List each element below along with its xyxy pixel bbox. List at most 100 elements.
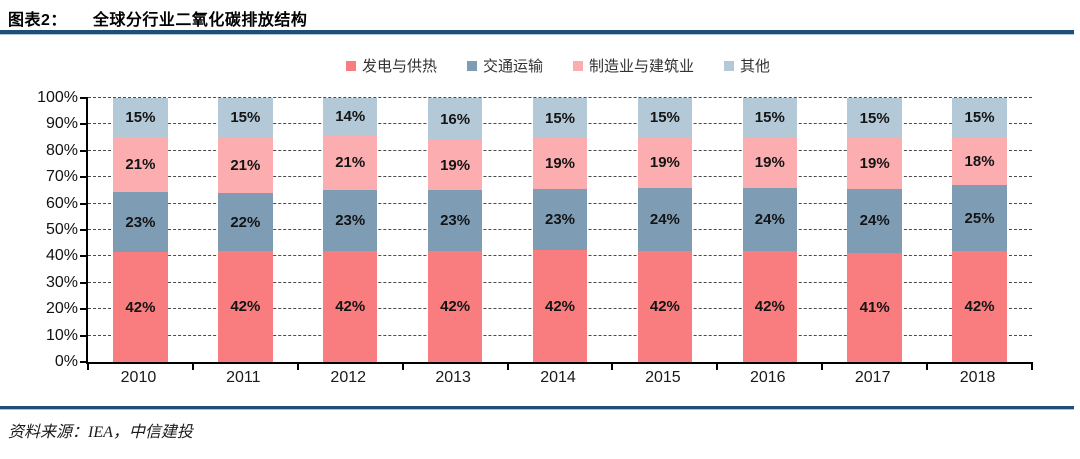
bar-segment: 15%	[742, 98, 798, 138]
legend-label: 交通运输	[482, 58, 543, 75]
legend-item: 其他	[724, 55, 770, 76]
bar-segment: 19%	[532, 138, 588, 189]
legend-label: 其他	[740, 58, 771, 75]
data-label: 42%	[125, 298, 156, 316]
legend-swatch-icon	[724, 60, 735, 71]
bar-segment: 41%	[847, 252, 902, 362]
stacked-bar-2016: 42% 24% 19% 15%	[742, 98, 798, 362]
data-label: 23%	[335, 212, 366, 230]
data-label: 42%	[754, 298, 785, 316]
y-axis-tick-label: 60%	[45, 194, 78, 212]
x-axis-tick-label: 2013	[435, 369, 471, 386]
legend-label: 制造业与建筑业	[589, 58, 695, 75]
y-axis-tick-label: 100%	[37, 89, 78, 106]
legend-item: 交通运输	[466, 55, 543, 76]
data-label: 23%	[544, 210, 576, 228]
legend-item: 制造业与建筑业	[573, 55, 694, 76]
bar-segment: 42%	[952, 251, 1007, 362]
bar-category-2017: 41% 24% 19% 15%	[822, 98, 927, 362]
bar-segment: 15%	[847, 98, 902, 139]
source-note: 资料来源：IEA，中信建投	[8, 424, 193, 441]
bar-segment: 22%	[218, 193, 273, 252]
bar-segment: 15%	[952, 98, 1007, 138]
bar-segment: 23%	[427, 190, 483, 252]
y-axis-tick-label: 0%	[54, 353, 78, 370]
y-axis: 0% 10% 20% 30% 40% 50% 60% 70% 80% 90% 100%	[0, 89, 78, 370]
bar-segment: 42%	[637, 251, 693, 362]
bar-category-2015: 42% 24% 19% 15%	[612, 98, 717, 362]
data-label: 24%	[859, 212, 890, 230]
x-axis-tick-mark	[506, 362, 509, 370]
data-label: 42%	[230, 298, 261, 316]
y-axis-tick-mark	[80, 281, 88, 284]
legend-swatch-icon	[466, 60, 477, 71]
bar-segment: 19%	[427, 140, 483, 191]
plot-area: 42% 23% 21% 15% 42% 22% 21% 15% 42% 23% 21% 14% 42% 2…	[80, 97, 1033, 370]
data-label: 15%	[125, 109, 156, 127]
data-label: 21%	[230, 156, 261, 174]
y-axis-tick-mark	[80, 149, 88, 152]
data-label: 24%	[649, 210, 680, 228]
data-label: 19%	[754, 154, 785, 172]
data-label: 15%	[754, 109, 785, 127]
data-label: 42%	[335, 298, 366, 316]
stacked-bar-2014: 42% 23% 19% 15%	[532, 98, 588, 362]
bar-segment: 16%	[427, 98, 483, 141]
bar-category-2018: 42% 25% 18% 15%	[927, 98, 1032, 362]
x-axis-tick-mark	[926, 362, 929, 370]
bar-segment: 24%	[847, 188, 902, 253]
data-label: 23%	[125, 213, 156, 231]
footer-divider	[0, 406, 1074, 410]
stacked-bar-2012: 42% 23% 21% 14%	[322, 98, 378, 362]
x-axis-tick-label: 2012	[330, 369, 367, 386]
data-label: 15%	[859, 109, 890, 127]
bar-category-2016: 42% 24% 19% 15%	[717, 98, 822, 362]
header-divider	[0, 30, 1074, 35]
data-label: 23%	[440, 212, 471, 230]
y-axis-tick-label: 30%	[45, 273, 78, 291]
bar-segment: 14%	[322, 98, 378, 135]
legend-item: 发电与供热	[345, 55, 437, 76]
x-axis-tick-label: 2017	[854, 369, 891, 386]
y-axis-tick-mark	[80, 334, 88, 337]
y-axis-tick-mark	[80, 361, 88, 363]
data-label: 15%	[230, 109, 261, 127]
chart-title: 图表2： 全球分行业二氧化碳排放结构	[8, 6, 307, 30]
bar-segment: 19%	[742, 137, 798, 188]
y-axis-tick-label: 70%	[45, 168, 78, 186]
bar-segment: 19%	[637, 137, 693, 188]
data-label: 42%	[649, 298, 680, 316]
bar-segment: 21%	[218, 137, 273, 194]
x-axis-tick-mark	[401, 362, 404, 370]
gridline	[88, 97, 1032, 98]
y-axis-tick-label: 20%	[45, 300, 78, 318]
bar-segment: 15%	[637, 98, 693, 138]
stacked-bar-2011: 42% 22% 21% 15%	[218, 98, 273, 362]
y-axis-tick-mark	[80, 97, 88, 99]
bar-segment: 42%	[113, 252, 168, 362]
x-axis-tick-label: 2011	[226, 369, 261, 386]
bar-segment: 24%	[742, 187, 798, 252]
data-label: 21%	[125, 156, 156, 174]
y-axis-tick-label: 90%	[45, 115, 78, 133]
data-label: 15%	[544, 109, 576, 127]
stacked-bar-2018: 42% 25% 18% 15%	[952, 98, 1007, 362]
y-axis-tick-label: 80%	[45, 141, 78, 159]
bar-segment: 15%	[113, 98, 168, 138]
bar-category-2010: 42% 23% 21% 15%	[88, 98, 193, 362]
y-axis-tick-mark	[80, 176, 88, 179]
bar-segment: 15%	[218, 98, 273, 138]
data-label: 15%	[649, 109, 680, 127]
y-axis-tick-label: 40%	[45, 247, 78, 265]
data-label: 41%	[859, 298, 890, 316]
x-axis: 2010 2011 2012 2013 2014 2015 2016 2017 2018	[86, 369, 1030, 387]
chart-title-text: 全球分行业二氧化碳排放结构	[92, 12, 308, 29]
data-label: 42%	[964, 298, 995, 316]
bar-segment: 42%	[322, 251, 378, 362]
x-axis-tick-mark	[821, 362, 824, 370]
x-axis-tick-label: 2018	[959, 369, 996, 386]
data-label: 19%	[544, 154, 576, 172]
x-axis-tick-mark	[87, 362, 89, 370]
chart-legend: 发电与供热 交通运输 制造业与建筑业 其他	[86, 55, 1030, 76]
bar-segment: 15%	[532, 98, 588, 139]
